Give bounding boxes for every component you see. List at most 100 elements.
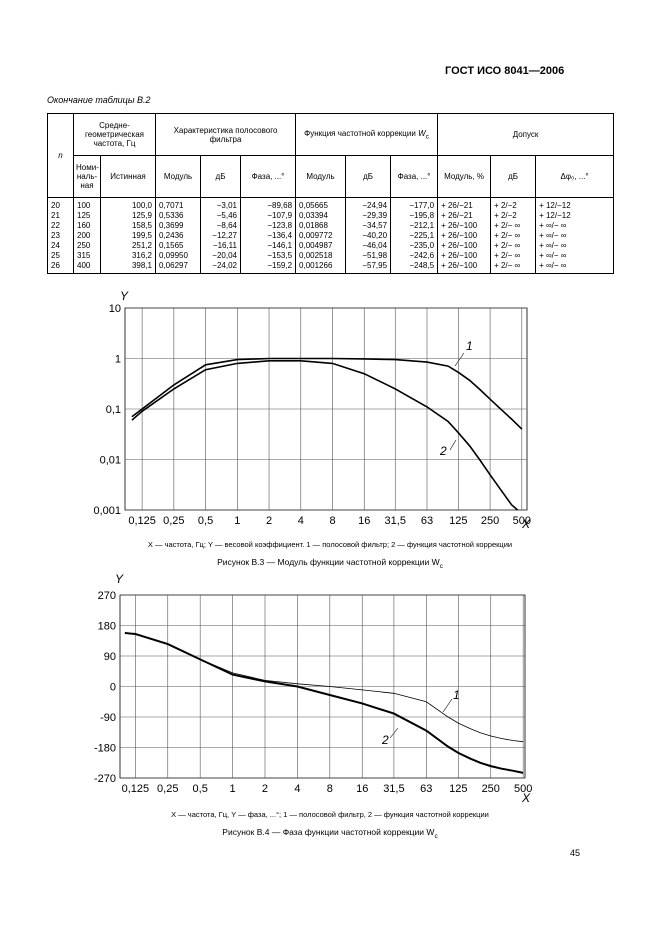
series-line — [124, 632, 524, 774]
title-text: Рисунок В.3 — Модуль функции частотной к… — [217, 557, 440, 567]
series-label: 1 — [453, 688, 460, 702]
row: 25 315 316,2 0,09950 −20,04 −153,5 0,002518 −51… — [47, 251, 615, 261]
cell: + 2/−2 — [490, 197, 537, 211]
cell: −107,9 — [239, 211, 297, 221]
cell: + 26/−100 — [437, 221, 492, 231]
column-header: Модуль — [295, 155, 347, 198]
header-cell: Средне-геометрическая частота, Гц — [73, 113, 156, 156]
cell: −123,8 — [239, 221, 297, 231]
cell: −136,4 — [239, 231, 297, 241]
cell: + 2/−2 — [490, 211, 537, 221]
subscript: c — [425, 133, 429, 141]
series-label: 2 — [439, 444, 447, 458]
cell: 125,9 — [100, 211, 156, 221]
cell: + ∞/− ∞ — [535, 231, 615, 241]
cell: + ∞/− ∞ — [535, 251, 615, 261]
cell: −40,20 — [345, 231, 392, 241]
x-tick-label: 0,5 — [193, 783, 208, 795]
row: 26 400 398,1 0,06297 −24,02 −159,2 0,001266 −57… — [47, 261, 615, 274]
cell: 400 — [73, 261, 101, 274]
cell: −46,04 — [345, 241, 392, 251]
cell: 250 — [73, 241, 101, 251]
cell: −212,1 — [390, 221, 439, 231]
column-header: Модуль, % — [437, 155, 492, 198]
y-tick-label: 90 — [104, 651, 116, 663]
cell: 23 — [47, 231, 74, 241]
standard: ГОСТ ИСО 8041—2006 — [445, 65, 565, 77]
chart-title: Рисунок В.3 — Модуль функции частотной к… — [217, 557, 444, 570]
x-tick-label: 500 — [513, 515, 531, 527]
row: 20 100 100,0 0,7071 −3,01 −89,68 0,05665 −24,94… — [47, 197, 615, 211]
title-subscript: c — [440, 563, 444, 570]
cell: + 2/− ∞ — [490, 261, 537, 274]
x-tick-label: 8 — [329, 515, 335, 527]
cell: 398,1 — [100, 261, 156, 274]
cell: + 2/− ∞ — [490, 241, 537, 251]
symbol: W — [418, 128, 426, 138]
y-tick-label: 0 — [110, 682, 116, 694]
cell: + 2/− ∞ — [490, 221, 537, 231]
cell: 26 — [47, 261, 74, 274]
cell: + 26/−100 — [437, 241, 492, 251]
leader — [442, 698, 453, 713]
column-header: Истинная — [100, 155, 156, 198]
y-tick-label: 10 — [109, 303, 121, 315]
cell: 200 — [73, 231, 101, 241]
title-subscript: c — [434, 833, 438, 840]
x-tick-label: 2 — [262, 783, 268, 795]
cell: −248,5 — [390, 261, 439, 274]
cell: 0,01868 — [295, 221, 347, 231]
cell: −159,2 — [239, 261, 297, 274]
x-tick-label: 16 — [356, 783, 368, 795]
cell: 0,2436 — [155, 231, 201, 241]
cell: −29,39 — [345, 211, 392, 221]
series-line — [131, 357, 523, 430]
y-tick-label: 1 — [115, 354, 121, 366]
cell: −89,68 — [239, 197, 297, 211]
cell: + 26/−21 — [437, 197, 492, 211]
table: n Средне-геометрическая частота, Гц Хара… — [47, 113, 615, 274]
column-header: Фаза, ...° — [390, 155, 439, 198]
x-tick-label: 4 — [298, 515, 304, 527]
cell: 20 — [47, 197, 74, 211]
cell: 0,7071 — [155, 197, 201, 211]
y-axis-label: Y — [120, 289, 129, 303]
row: 23 200 199,5 0,2436 −12,27 −136,4 0,009772 −40,… — [47, 231, 615, 241]
chart-note: X — частота, Гц; Y — весовой коэффициент… — [148, 540, 512, 549]
column-header: дБ — [490, 155, 537, 198]
cell: −153,5 — [239, 251, 297, 261]
cell: −24,94 — [345, 197, 392, 211]
cell: 315 — [73, 251, 101, 261]
cell: 158,5 — [100, 221, 156, 231]
cell: −51,98 — [345, 251, 392, 261]
column-header: Δφ₀, ...° — [535, 155, 615, 198]
row: 21 125 125,9 0,5336 −5,46 −107,9 0,03394 −29,39… — [47, 211, 615, 221]
cell: + 26/−100 — [437, 261, 492, 274]
header-cell: Допуск — [437, 113, 615, 156]
cell: −34,57 — [345, 221, 392, 231]
cell: −146,1 — [239, 241, 297, 251]
x-axis-label: X — [521, 791, 531, 805]
column-header: дБ — [345, 155, 392, 198]
cell: 100 — [73, 197, 101, 211]
cell: −20,04 — [200, 251, 241, 261]
x-tick-label: 31,5 — [385, 515, 406, 527]
cell: + ∞/− ∞ — [535, 261, 615, 274]
y-tick-label: 270 — [98, 590, 116, 602]
x-tick-label: 1 — [234, 515, 240, 527]
series-label: 1 — [466, 339, 473, 353]
row: 22 160 158,5 0,3699 −8,64 −123,8 0,01868 −34,57… — [47, 221, 615, 231]
x-tick-label: 2 — [266, 515, 272, 527]
cell: −57,95 — [345, 261, 392, 274]
cell: + 12/−12 — [535, 211, 615, 221]
column-header: Модуль — [155, 155, 201, 198]
x-tick-label: 0,5 — [198, 515, 213, 527]
cell: −177,0 — [390, 197, 439, 211]
column-header: дБ — [200, 155, 241, 198]
x-tick-label: 250 — [481, 515, 499, 527]
cell: −242,6 — [390, 251, 439, 261]
cell: 25 — [47, 251, 74, 261]
cell: 316,2 — [100, 251, 156, 261]
